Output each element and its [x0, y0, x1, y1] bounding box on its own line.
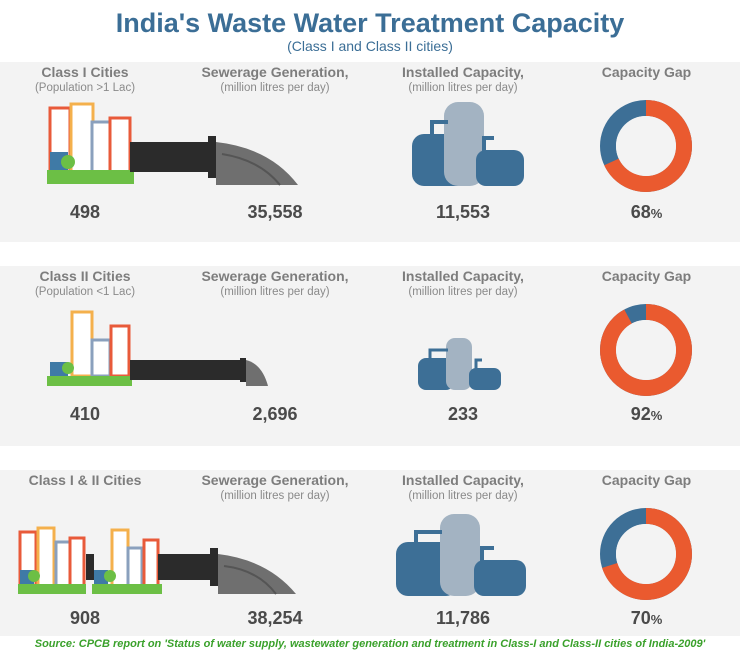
cities-count: 410	[69, 404, 101, 424]
capacity-gap-donut	[600, 100, 692, 192]
page-subtitle: (Class I and Class II cities)	[287, 38, 453, 54]
gap-value: 68%	[630, 202, 663, 222]
capacity-value: 11,786	[435, 608, 491, 628]
cities-header: Class II Cities (Population <1 Lac)	[34, 268, 136, 298]
capacity-gap-donut	[600, 304, 692, 396]
treatment-plant-icon	[412, 102, 524, 186]
installed-header: Installed Capacity, (million litres per …	[402, 64, 524, 94]
sewer-pipe-icon	[86, 548, 296, 595]
row-class-1-and-2: Class I & II Cities Sewerage Generation,…	[0, 470, 740, 636]
sewerage-header: Sewerage Generation, (million litres per…	[201, 472, 349, 502]
donut-hole	[616, 320, 676, 380]
installed-header: Installed Capacity, (million litres per …	[402, 472, 524, 502]
cities-count: 908	[69, 608, 101, 628]
gap-arc	[600, 304, 692, 396]
row-1-illustration	[47, 102, 524, 186]
gap-value: 70%	[630, 608, 663, 628]
source-note: Source: CPCB report on 'Status of water …	[34, 638, 706, 650]
sewerage-header: Sewerage Generation, (million litres per…	[201, 268, 349, 298]
page-title: India's Waste Water Treatment Capacity	[115, 8, 625, 38]
capacity-value: 233	[447, 404, 479, 424]
sewerage-value: 2,696	[252, 404, 298, 424]
city-buildings-icon	[18, 526, 162, 594]
sewerage-header: Sewerage Generation, (million litres per…	[201, 64, 349, 94]
gap-arc	[600, 100, 692, 192]
gap-header: Capacity Gap	[601, 268, 692, 284]
gap-value: 92%	[630, 404, 663, 424]
row-3-illustration	[18, 514, 526, 596]
treatment-plant-icon	[418, 338, 501, 390]
donut-hole	[616, 524, 676, 584]
capacity-value: 11,553	[435, 202, 491, 222]
row-class-2: Class II Cities (Population <1 Lac) Sewe…	[0, 266, 740, 446]
installed-header: Installed Capacity, (million litres per …	[402, 268, 524, 298]
sewerage-value: 38,254	[247, 608, 303, 628]
gap-header: Capacity Gap	[601, 472, 692, 488]
gap-header: Capacity Gap	[601, 64, 692, 80]
cities-header: Class I Cities (Population >1 Lac)	[34, 64, 136, 94]
row-class-1: Class I Cities (Population >1 Lac) Sewer…	[0, 62, 740, 242]
treatment-plant-icon	[396, 514, 526, 596]
gap-arc	[600, 508, 692, 600]
cities-count: 498	[69, 202, 101, 222]
cities-header: Class I & II Cities	[28, 472, 142, 488]
sewerage-value: 35,558	[247, 202, 303, 222]
city-buildings-icon	[47, 310, 132, 386]
row-2-illustration	[47, 310, 501, 390]
sewer-pipe-icon	[130, 136, 298, 186]
capacity-gap-donut	[600, 508, 692, 600]
sewer-pipe-icon	[130, 358, 268, 386]
donut-hole	[616, 116, 676, 176]
